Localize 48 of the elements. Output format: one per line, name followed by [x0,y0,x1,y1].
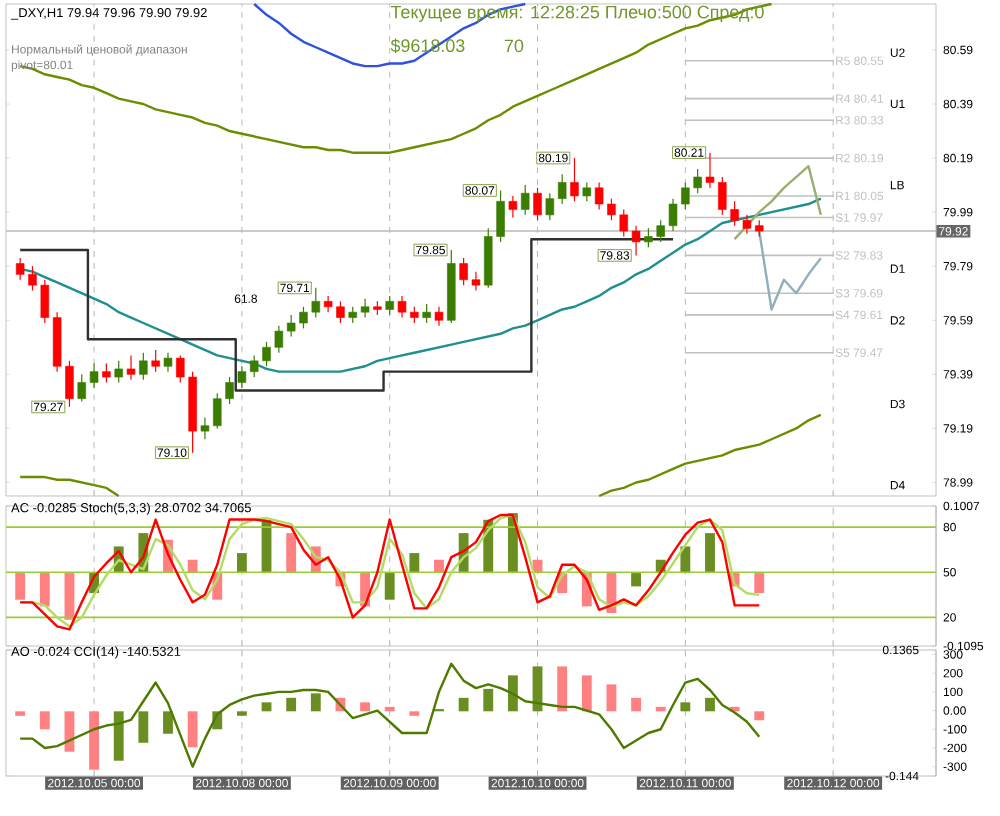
bar [89,711,99,770]
bar [261,702,272,712]
bar [286,697,297,712]
candlestick [545,192,555,221]
bar [705,697,715,712]
bar [507,675,518,712]
bar [606,684,617,712]
candlestick [163,352,173,373]
candlestick [533,187,542,221]
candlestick [434,306,444,327]
bar [483,688,494,712]
bar [64,573,75,620]
bar [163,711,173,734]
bar [458,697,469,712]
candlestick [570,157,579,202]
bar [680,702,691,712]
bar [384,706,395,712]
bar [310,693,321,712]
bar [39,573,50,607]
bar [754,711,765,721]
candlestick [557,173,567,205]
bar [655,706,666,712]
annotation: 70 [504,39,524,53]
candlestick [422,303,431,324]
bar [286,533,297,574]
candlestick [114,360,123,384]
candlestick [385,295,394,316]
candlestick [508,195,518,219]
candlestick [102,362,111,384]
candlestick [126,354,136,381]
bar [39,711,50,730]
bar [113,711,124,761]
bar [384,573,395,600]
candlestick [582,181,592,202]
bar [754,573,765,594]
bar [631,573,641,587]
bar [557,666,568,712]
bar [187,711,198,748]
bar [138,711,149,743]
candlestick [520,184,530,216]
candlestick [139,352,148,381]
bar [236,553,247,574]
bar [581,675,592,712]
bar [360,702,370,712]
bar [15,573,26,600]
candlestick [151,349,160,373]
bar [705,533,715,574]
bar [631,697,641,712]
